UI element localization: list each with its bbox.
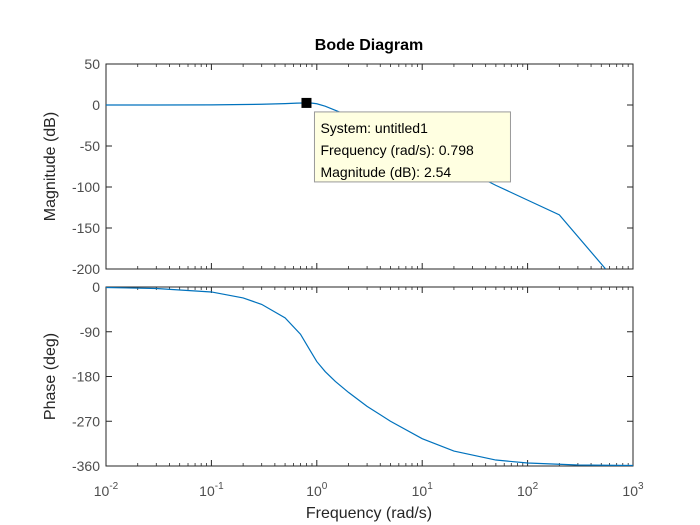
x-tick-label: 103: [622, 481, 644, 499]
phase-axes-box: [105, 286, 634, 467]
magnitude-y-tick-label: 0: [92, 97, 100, 113]
phase-series-line: [106, 287, 633, 466]
magnitude-y-tick-label: -200: [72, 261, 100, 277]
x-tick-label: 10-1: [199, 481, 224, 499]
data-tip-line: Magnitude (dB): 2.54: [320, 164, 451, 180]
data-tip-line: Frequency (rad/s): 0.798: [320, 142, 474, 158]
phase-y-tick-label: -90: [80, 324, 100, 340]
magnitude-y-tick-label: -100: [72, 179, 100, 195]
x-tick-label: 102: [517, 481, 539, 499]
phase-y-tick-label: 0: [92, 279, 100, 295]
magnitude-y-tick-label: -150: [72, 220, 100, 236]
x-tick-label: 101: [412, 481, 434, 499]
phase-y-tick-label: -270: [72, 413, 100, 429]
x-tick-label: 10-2: [94, 481, 119, 499]
magnitude-y-tick-label: -50: [80, 138, 100, 154]
magnitude-y-axis-label: Magnitude (dB): [42, 112, 59, 221]
magnitude-y-tick-label: 50: [84, 56, 100, 72]
phase-y-tick-label: -180: [72, 369, 100, 385]
phase-y-tick-label: -360: [72, 458, 100, 474]
x-tick-label: 100: [306, 481, 328, 499]
data-tip-marker: [301, 97, 312, 108]
chart-title: Bode Diagram: [315, 37, 423, 54]
data-tip-line: System: untitled1: [320, 120, 428, 136]
data-tip[interactable]: System: untitled1 Frequency (rad/s): 0.79…: [301, 97, 511, 183]
data-tip-box: [313, 111, 511, 183]
x-axis-label: Frequency (rad/s): [306, 505, 432, 522]
phase-panel[interactable]: 0 -90 -180 -270 -360 Phase (deg) 10-2 10-1 100 10…: [42, 279, 644, 499]
phase-y-axis-label: Phase (deg): [42, 333, 59, 420]
